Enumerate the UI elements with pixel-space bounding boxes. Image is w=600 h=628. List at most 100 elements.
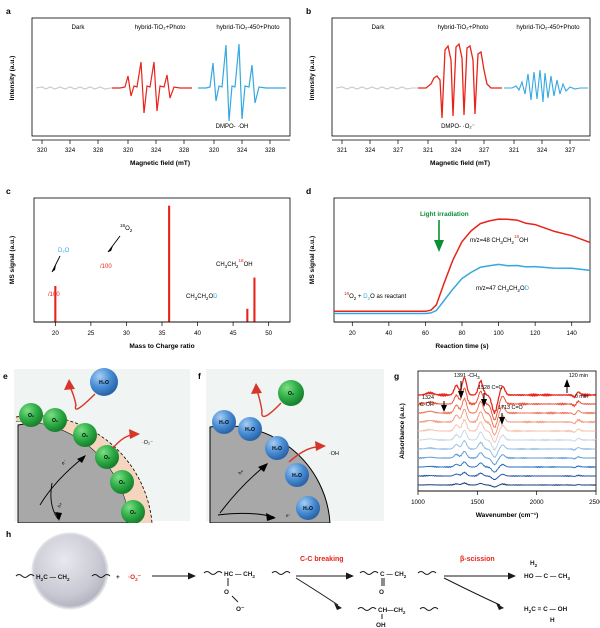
panel-c-label-etod: CH3CH2OD — [186, 294, 218, 301]
panel-a-annotation: DMPO- ·OH — [216, 124, 249, 130]
svg-text:1500: 1500 — [470, 499, 484, 506]
panel-g-label: g — [394, 371, 399, 381]
panel-f-o2-sphere — [278, 380, 304, 406]
svg-text:30: 30 — [123, 330, 130, 337]
svg-text:25: 25 — [87, 330, 94, 337]
panel-d-label: d — [306, 186, 311, 196]
svg-text:324: 324 — [451, 147, 462, 154]
panel-d-ylabel: MS signal (a.u.) — [309, 236, 316, 284]
panel-e-label: e — [3, 371, 8, 381]
panel-g-peak-1391: 1391 -CH3 — [454, 373, 480, 380]
panel-a-trace-hybrid — [112, 61, 192, 114]
panel-b-annotation: DMPO- ·O₂⁻ — [441, 124, 475, 130]
panel-d-ms-timecourse: d Light irradiation m/z=48 CH3CH218OH m/… — [300, 180, 600, 365]
h-step-beta-scission: β-scission — [460, 556, 495, 563]
h-alcohol-oh: OH — [376, 622, 386, 628]
svg-text:320: 320 — [209, 147, 220, 154]
panel-c-scale-d2o: /100 — [48, 292, 60, 298]
panel-e-o2-spheres: O₂ O₂ O₂ O₂ O₂ O₂ — [19, 403, 145, 523]
panel-d-xticks: 20 40 60 80 100 120 140 — [349, 322, 578, 337]
svg-text:40: 40 — [194, 330, 201, 337]
panel-a-epr-oh: a Dark hybrid-TiO₂+Photo hybrid-TiO₂-450… — [0, 0, 300, 180]
h-plus-sign: + — [116, 574, 120, 581]
panel-a-condition-dark: Dark — [71, 24, 85, 31]
h-peroxy: HC — CH2 — [224, 571, 255, 579]
h-step-cc-breaking: C-C breaking — [300, 556, 344, 563]
panel-c-bars — [54, 205, 256, 322]
panel-c-label-d2o: D₂O — [58, 248, 70, 254]
h-superoxide-radical: ·O2⁻ — [128, 574, 141, 582]
panel-f-electron-label: e⁻ — [286, 513, 292, 518]
svg-text:324: 324 — [65, 147, 76, 154]
svg-text:20: 20 — [349, 330, 356, 337]
svg-text:35: 35 — [159, 330, 166, 337]
svg-text:328: 328 — [265, 147, 276, 154]
panel-g-time-top: 120 min — [569, 373, 588, 379]
svg-text:328: 328 — [179, 147, 190, 154]
svg-text:60: 60 — [422, 330, 429, 337]
svg-text:O₂: O₂ — [28, 413, 34, 419]
panel-a-ylabel: Intensity (a.u.) — [9, 56, 16, 101]
svg-text:O₂: O₂ — [130, 510, 136, 516]
panel-a-xlabel: Magnetic field (mT) — [130, 160, 190, 167]
panel-b-label: b — [306, 6, 311, 16]
panel-g-peak-1713: 1713 C=O — [498, 405, 523, 411]
panel-b-condition-hybrid: hybrid-TiO₂+Photo — [438, 24, 489, 31]
svg-text:2500: 2500 — [589, 499, 600, 506]
panel-g-xticks: 1000 1500 2000 2500 — [411, 491, 600, 506]
svg-text:H₂O: H₂O — [303, 506, 313, 512]
panel-f-hole-label: h+ — [237, 468, 244, 475]
panel-g-time-bottom: 0 min — [575, 394, 588, 400]
svg-text:H₂O: H₂O — [292, 473, 302, 479]
panel-c-ylabel: MS signal (a.u.) — [9, 236, 16, 284]
panel-e-hole-label: h+ — [57, 501, 64, 508]
svg-text:324: 324 — [365, 147, 376, 154]
panel-f-h2o-spheres: H₂O H₂O H₂O H₂O H₂O — [212, 410, 320, 520]
svg-text:H₂O: H₂O — [272, 446, 282, 452]
svg-text:321: 321 — [509, 147, 520, 154]
svg-text:120: 120 — [530, 330, 541, 337]
h-product1: HO — C — CH3 — [524, 573, 570, 581]
panel-g-peak-1324-wn: 1324 — [422, 395, 434, 401]
svg-text:50: 50 — [265, 330, 272, 337]
panel-h-reaction-scheme: h H2C — CH2 + ·O2⁻ HC — CH2 O O⁻ C-C bre… — [0, 523, 600, 628]
panel-c-label-et18oh: CH3CH218OH — [216, 258, 253, 269]
panel-c-xlabel: Mass to Charge ratio — [129, 343, 194, 350]
panel-f-product-label: ·OH — [329, 451, 339, 457]
svg-text:320: 320 — [37, 147, 48, 154]
svg-text:O₂: O₂ — [104, 455, 110, 461]
svg-text:327: 327 — [565, 147, 576, 154]
panel-d-irradiation-label: Light irradiation — [420, 211, 469, 218]
h-peroxy-o2: O⁻ — [236, 606, 244, 613]
svg-text:100: 100 — [493, 330, 504, 337]
svg-text:320: 320 — [123, 147, 134, 154]
panel-f-schematic-h2o: f h+ e⁻ H₂O H₂O H₂O H₂O H₂O O₂ ·OH — [196, 365, 392, 523]
h-product1-sub: H2 — [530, 560, 538, 568]
svg-text:321: 321 — [423, 147, 434, 154]
panel-e-schematic-o2: e e⁻ h+ O₂ O₂ O₂ O₂ O₂ O₂ — [0, 365, 196, 523]
panel-g-xlabel: Wavenumber (cm⁻¹) — [476, 512, 539, 519]
panel-a-condition-hybrid450: hybrid-TiO₂-450+Photo — [216, 24, 280, 31]
panel-g-peak-1528: 1528 C=C — [478, 385, 503, 391]
panel-a-label: a — [6, 6, 11, 16]
panel-g-traces — [417, 377, 597, 488]
panel-a-condition-hybrid: hybrid-TiO₂+Photo — [135, 24, 186, 31]
svg-text:324: 324 — [537, 147, 548, 154]
h-product2-sub: H — [550, 617, 555, 624]
panel-a-trace-hybrid450 — [198, 43, 286, 122]
panel-c-label-o18: 18O2 — [120, 223, 133, 233]
panel-b-trace-dark — [335, 86, 418, 90]
panel-a-trace-dark — [35, 86, 114, 90]
svg-text:O₂: O₂ — [119, 480, 125, 486]
panel-f-label: f — [198, 371, 201, 381]
panel-d-reactant-label: 18O2 + D2O as reactant — [344, 291, 406, 301]
h-peroxy-o1: O — [224, 589, 229, 596]
panel-h-label: h — [6, 529, 11, 539]
svg-text:140: 140 — [567, 330, 578, 337]
svg-text:327: 327 — [393, 147, 404, 154]
panel-c-scale-o18: /100 — [100, 264, 112, 270]
panel-d-series-label-47: m/z=47 CH3CH2OD — [476, 286, 530, 293]
panel-e-product-label: ·O₂⁻ — [142, 440, 153, 446]
svg-text:H₂O: H₂O — [219, 420, 229, 426]
panel-b-xticks: 321 324 327 321 324 327 321 324 327 — [337, 140, 576, 154]
